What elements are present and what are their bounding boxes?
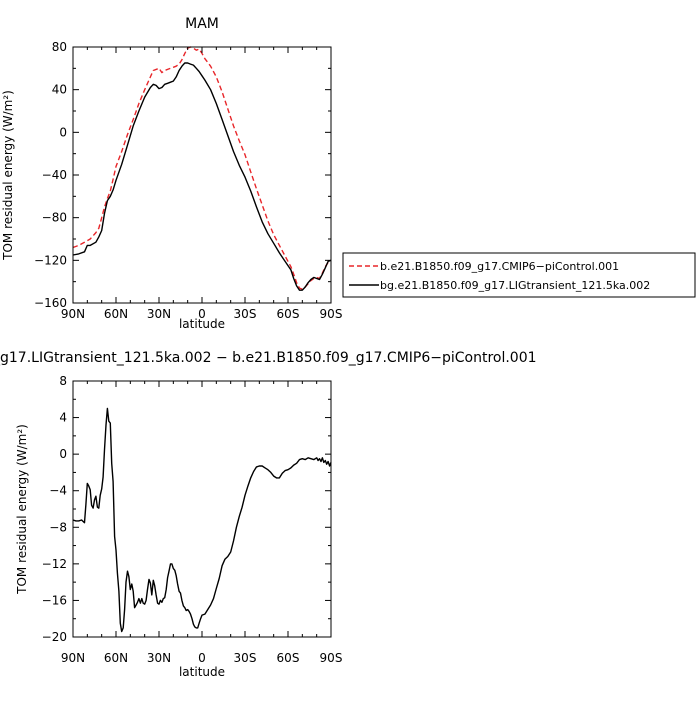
x-tick-label: 90S	[320, 651, 343, 665]
x-tick-label: 0	[198, 651, 206, 665]
y-tick-label: 80	[52, 40, 67, 54]
legend-label-2: bg.e21.B1850.f09_g17.LIGtransient_121.5k…	[380, 279, 650, 292]
y-tick-label: 40	[52, 83, 67, 97]
series-line-1	[72, 407, 332, 633]
y-tick-label: 4	[59, 411, 67, 425]
x-tick-label: 60S	[277, 307, 300, 321]
y-tick-label: −80	[42, 211, 67, 225]
y-tick-label: −20	[42, 630, 67, 644]
chart-panel-1: MAM 90N 60N 30N 0 30S 60S 90S 80 40 0 −40 −80 −120 −16…	[1, 16, 696, 331]
y-tick-label: −160	[34, 296, 67, 310]
y-tick-label: −120	[34, 253, 67, 267]
y-axis-label: TOM residual energy (W/m²)	[1, 90, 15, 261]
y-tick-label: 0	[59, 447, 67, 461]
y-tick-label: −8	[49, 520, 67, 534]
x-tick-label: 30S	[234, 307, 257, 321]
y-axis-label: TOM residual energy (W/m²)	[15, 424, 29, 595]
chart-panel-2: bg.e21.B1850.f09_g17.LIGtransient_121.5k…	[0, 350, 537, 679]
x-axis-label: latitude	[179, 317, 225, 331]
x-tick-label: 90S	[320, 307, 343, 321]
x-axis-label: latitude	[179, 665, 225, 679]
x-tick-label: 0	[198, 307, 206, 321]
y-tick-label: 8	[59, 374, 67, 388]
y-tick-label: −4	[49, 484, 67, 498]
legend-box	[342, 252, 696, 298]
chart-title: bg.e21.B1850.f09_g17.LIGtransient_121.5k…	[0, 350, 537, 366]
x-tick-label: 90N	[61, 651, 85, 665]
plot-frame	[72, 380, 332, 638]
chart-title: MAM	[185, 16, 219, 32]
x-tick-label: 60N	[104, 307, 128, 321]
x-tick-label: 30S	[234, 651, 257, 665]
y-tick-label: −16	[42, 593, 67, 607]
x-tick-label: 60S	[277, 651, 300, 665]
x-tick-label: 60N	[104, 651, 128, 665]
legend-label-1: b.e21.B1850.f09_g17.CMIP6−piControl.001	[380, 260, 619, 273]
series-line-2	[72, 62, 332, 291]
x-tick-label: 30N	[147, 651, 171, 665]
legend: b.e21.B1850.f09_g17.CMIP6−piControl.001b…	[342, 252, 696, 298]
y-tick-label: −40	[42, 168, 67, 182]
series-line-1	[72, 46, 332, 290]
plot-frame	[72, 46, 332, 304]
x-tick-label: 30N	[147, 307, 171, 321]
y-tick-label: 0	[59, 125, 67, 139]
x-tick-label: 90N	[61, 307, 85, 321]
y-tick-label: −12	[42, 557, 67, 571]
